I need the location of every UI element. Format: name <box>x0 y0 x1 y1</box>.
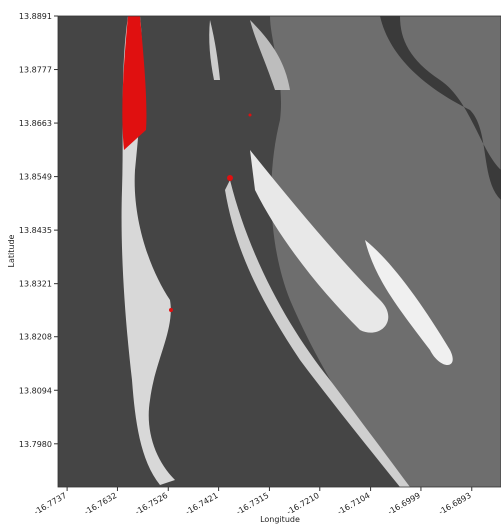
y-tick-label: 13.8208 <box>19 333 52 342</box>
y-tick-label: 13.7980 <box>19 440 52 449</box>
y-tick-label: 13.8663 <box>19 119 52 128</box>
x-tick-label: -16.7104 <box>336 491 372 517</box>
x-tick-label: -16.7210 <box>285 491 321 517</box>
x-tick-label: -16.6999 <box>386 491 422 517</box>
y-tick-label: 13.8891 <box>19 12 52 21</box>
x-tick-label: -16.7737 <box>32 491 68 517</box>
map-figure: Latitude Longitude 13.8891 13.8777 13.8663… <box>0 0 501 524</box>
y-tick-label: 13.8549 <box>19 173 52 182</box>
y-tick-label: 13.8435 <box>19 226 52 235</box>
y-axis-label: Latitude <box>7 234 16 267</box>
x-tick-label: -16.6893 <box>437 491 473 517</box>
x-tick-label: -16.7526 <box>134 491 170 517</box>
y-tick-label: 13.8777 <box>19 66 52 75</box>
x-tick-label: -16.7632 <box>83 491 119 517</box>
x-tick-label: -16.7421 <box>184 491 220 517</box>
x-tick-label: -16.7315 <box>235 491 271 517</box>
y-tick-label: 13.8094 <box>19 386 52 395</box>
y-tick-label: 13.8321 <box>19 280 52 289</box>
satellite-image <box>58 16 501 487</box>
x-axis-label: Longitude <box>260 515 300 524</box>
